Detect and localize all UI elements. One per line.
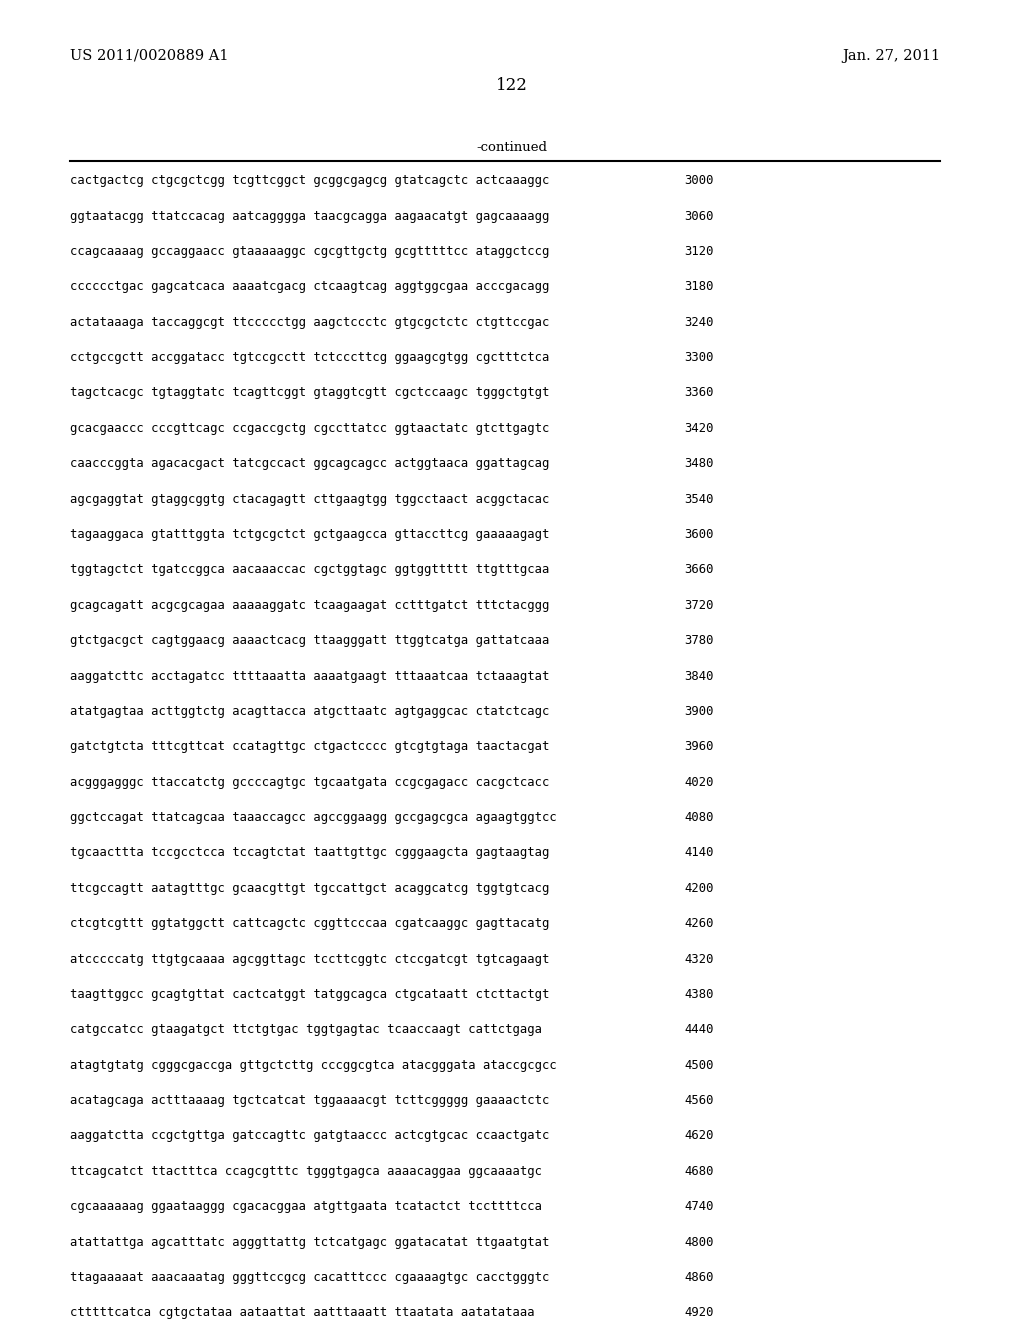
Text: gatctgtcta tttcgttcat ccatagttgc ctgactcccc gtcgtgtaga taactacgat: gatctgtcta tttcgttcat ccatagttgc ctgactc… xyxy=(70,741,549,754)
Text: 3000: 3000 xyxy=(684,174,714,187)
Text: 3900: 3900 xyxy=(684,705,714,718)
Text: 3840: 3840 xyxy=(684,669,714,682)
Text: cgcaaaaaag ggaataaggg cgacacggaa atgttgaata tcatactct tccttttcca: cgcaaaaaag ggaataaggg cgacacggaa atgttga… xyxy=(70,1200,542,1213)
Text: ggtaatacgg ttatccacag aatcagggga taacgcagga aagaacatgt gagcaaaagg: ggtaatacgg ttatccacag aatcagggga taacgca… xyxy=(70,210,549,223)
Text: taagttggcc gcagtgttat cactcatggt tatggcagca ctgcataatt ctcttactgt: taagttggcc gcagtgttat cactcatggt tatggca… xyxy=(70,987,549,1001)
Text: tgcaacttta tccgcctcca tccagtctat taattgttgc cgggaagcta gagtaagtag: tgcaacttta tccgcctcca tccagtctat taattgt… xyxy=(70,846,549,859)
Text: 4260: 4260 xyxy=(684,917,714,931)
Text: tagctcacgc tgtaggtatc tcagttcggt gtaggtcgtt cgctccaagc tgggctgtgt: tagctcacgc tgtaggtatc tcagttcggt gtaggtc… xyxy=(70,387,549,400)
Text: ctttttcatca cgtgctataa aataattat aatttaaatt ttaatata aatatataaa: ctttttcatca cgtgctataa aataattat aatttaa… xyxy=(70,1307,535,1319)
Text: 4800: 4800 xyxy=(684,1236,714,1249)
Text: 4200: 4200 xyxy=(684,882,714,895)
Text: atcccccatg ttgtgcaaaa agcggttagc tccttcggtc ctccgatcgt tgtcagaagt: atcccccatg ttgtgcaaaa agcggttagc tccttcg… xyxy=(70,953,549,965)
Text: acatagcaga actttaaaag tgctcatcat tggaaaacgt tcttcggggg gaaaactctc: acatagcaga actttaaaag tgctcatcat tggaaaa… xyxy=(70,1094,549,1107)
Text: ggctccagat ttatcagcaa taaaccagcc agccggaagg gccgagcgca agaagtggtcc: ggctccagat ttatcagcaa taaaccagcc agccgga… xyxy=(70,810,556,824)
Text: 3960: 3960 xyxy=(684,741,714,754)
Text: 3780: 3780 xyxy=(684,634,714,647)
Text: 4920: 4920 xyxy=(684,1307,714,1319)
Text: aaggatctta ccgctgttga gatccagttc gatgtaaccc actcgtgcac ccaactgatc: aaggatctta ccgctgttga gatccagttc gatgtaa… xyxy=(70,1130,549,1142)
Text: 4440: 4440 xyxy=(684,1023,714,1036)
Text: 3120: 3120 xyxy=(684,246,714,257)
Text: 4320: 4320 xyxy=(684,953,714,965)
Text: 3660: 3660 xyxy=(684,564,714,577)
Text: 3600: 3600 xyxy=(684,528,714,541)
Text: acgggagggc ttaccatctg gccccagtgc tgcaatgata ccgcgagacc cacgctcacc: acgggagggc ttaccatctg gccccagtgc tgcaatg… xyxy=(70,776,549,788)
Text: catgccatcc gtaagatgct ttctgtgac tggtgagtac tcaaccaagt cattctgaga: catgccatcc gtaagatgct ttctgtgac tggtgagt… xyxy=(70,1023,542,1036)
Text: atagtgtatg cgggcgaccga gttgctcttg cccggcgtca atacgggata ataccgcgcc: atagtgtatg cgggcgaccga gttgctcttg cccggc… xyxy=(70,1059,556,1072)
Text: 4680: 4680 xyxy=(684,1164,714,1177)
Text: aaggatcttc acctagatcc ttttaaatta aaaatgaagt tttaaatcaa tctaaagtat: aaggatcttc acctagatcc ttttaaatta aaaatga… xyxy=(70,669,549,682)
Text: cactgactcg ctgcgctcgg tcgttcggct gcggcgagcg gtatcagctc actcaaaggc: cactgactcg ctgcgctcgg tcgttcggct gcggcga… xyxy=(70,174,549,187)
Text: US 2011/0020889 A1: US 2011/0020889 A1 xyxy=(70,49,228,63)
Text: 3360: 3360 xyxy=(684,387,714,400)
Text: 3180: 3180 xyxy=(684,280,714,293)
Text: 4020: 4020 xyxy=(684,776,714,788)
Text: 4620: 4620 xyxy=(684,1130,714,1142)
Text: 3300: 3300 xyxy=(684,351,714,364)
Text: 3720: 3720 xyxy=(684,599,714,611)
Text: 4560: 4560 xyxy=(684,1094,714,1107)
Text: gtctgacgct cagtggaacg aaaactcacg ttaagggatt ttggtcatga gattatcaaa: gtctgacgct cagtggaacg aaaactcacg ttaaggg… xyxy=(70,634,549,647)
Text: ctcgtcgttt ggtatggctt cattcagctc cggttcccaa cgatcaaggc gagttacatg: ctcgtcgttt ggtatggctt cattcagctc cggttcc… xyxy=(70,917,549,931)
Text: 122: 122 xyxy=(496,77,528,94)
Text: cccccctgac gagcatcaca aaaatcgacg ctcaagtcag aggtggcgaa acccgacagg: cccccctgac gagcatcaca aaaatcgacg ctcaagt… xyxy=(70,280,549,293)
Text: -continued: -continued xyxy=(476,141,548,154)
Text: 4860: 4860 xyxy=(684,1271,714,1284)
Text: gcacgaaccc cccgttcagc ccgaccgctg cgccttatcc ggtaactatc gtcttgagtc: gcacgaaccc cccgttcagc ccgaccgctg cgcctta… xyxy=(70,422,549,434)
Text: atattattga agcatttatc agggttattg tctcatgagc ggatacatat ttgaatgtat: atattattga agcatttatc agggttattg tctcatg… xyxy=(70,1236,549,1249)
Text: ttcgccagtt aatagtttgc gcaacgttgt tgccattgct acaggcatcg tggtgtcacg: ttcgccagtt aatagtttgc gcaacgttgt tgccatt… xyxy=(70,882,549,895)
Text: tggtagctct tgatccggca aacaaaccac cgctggtagc ggtggttttt ttgtttgcaa: tggtagctct tgatccggca aacaaaccac cgctggt… xyxy=(70,564,549,577)
Text: caacccggta agacacgact tatcgccact ggcagcagcc actggtaaca ggattagcag: caacccggta agacacgact tatcgccact ggcagca… xyxy=(70,457,549,470)
Text: 3540: 3540 xyxy=(684,492,714,506)
Text: gcagcagatt acgcgcagaa aaaaaggatc tcaagaagat cctttgatct tttctacggg: gcagcagatt acgcgcagaa aaaaaggatc tcaagaa… xyxy=(70,599,549,611)
Text: 4500: 4500 xyxy=(684,1059,714,1072)
Text: tagaaggaca gtatttggta tctgcgctct gctgaagcca gttaccttcg gaaaaagagt: tagaaggaca gtatttggta tctgcgctct gctgaag… xyxy=(70,528,549,541)
Text: 4740: 4740 xyxy=(684,1200,714,1213)
Text: agcgaggtat gtaggcggtg ctacagagtt cttgaagtgg tggcctaact acggctacac: agcgaggtat gtaggcggtg ctacagagtt cttgaag… xyxy=(70,492,549,506)
Text: cctgccgctt accggatacc tgtccgcctt tctcccttcg ggaagcgtgg cgctttctca: cctgccgctt accggatacc tgtccgcctt tctccct… xyxy=(70,351,549,364)
Text: 3420: 3420 xyxy=(684,422,714,434)
Text: Jan. 27, 2011: Jan. 27, 2011 xyxy=(842,49,940,63)
Text: 3060: 3060 xyxy=(684,210,714,223)
Text: ttcagcatct ttactttca ccagcgtttc tgggtgagca aaaacaggaa ggcaaaatgc: ttcagcatct ttactttca ccagcgtttc tgggtgag… xyxy=(70,1164,542,1177)
Text: 3480: 3480 xyxy=(684,457,714,470)
Text: actataaaga taccaggcgt ttccccctgg aagctccctc gtgcgctctc ctgttccgac: actataaaga taccaggcgt ttccccctgg aagctcc… xyxy=(70,315,549,329)
Text: 4380: 4380 xyxy=(684,987,714,1001)
Text: atatgagtaa acttggtctg acagttacca atgcttaatc agtgaggcac ctatctcagc: atatgagtaa acttggtctg acagttacca atgctta… xyxy=(70,705,549,718)
Text: ttagaaaaat aaacaaatag gggttccgcg cacatttccc cgaaaagtgc cacctgggtc: ttagaaaaat aaacaaatag gggttccgcg cacattt… xyxy=(70,1271,549,1284)
Text: 4080: 4080 xyxy=(684,810,714,824)
Text: 3240: 3240 xyxy=(684,315,714,329)
Text: 4140: 4140 xyxy=(684,846,714,859)
Text: ccagcaaaag gccaggaacc gtaaaaaggc cgcgttgctg gcgtttttcc ataggctccg: ccagcaaaag gccaggaacc gtaaaaaggc cgcgttg… xyxy=(70,246,549,257)
